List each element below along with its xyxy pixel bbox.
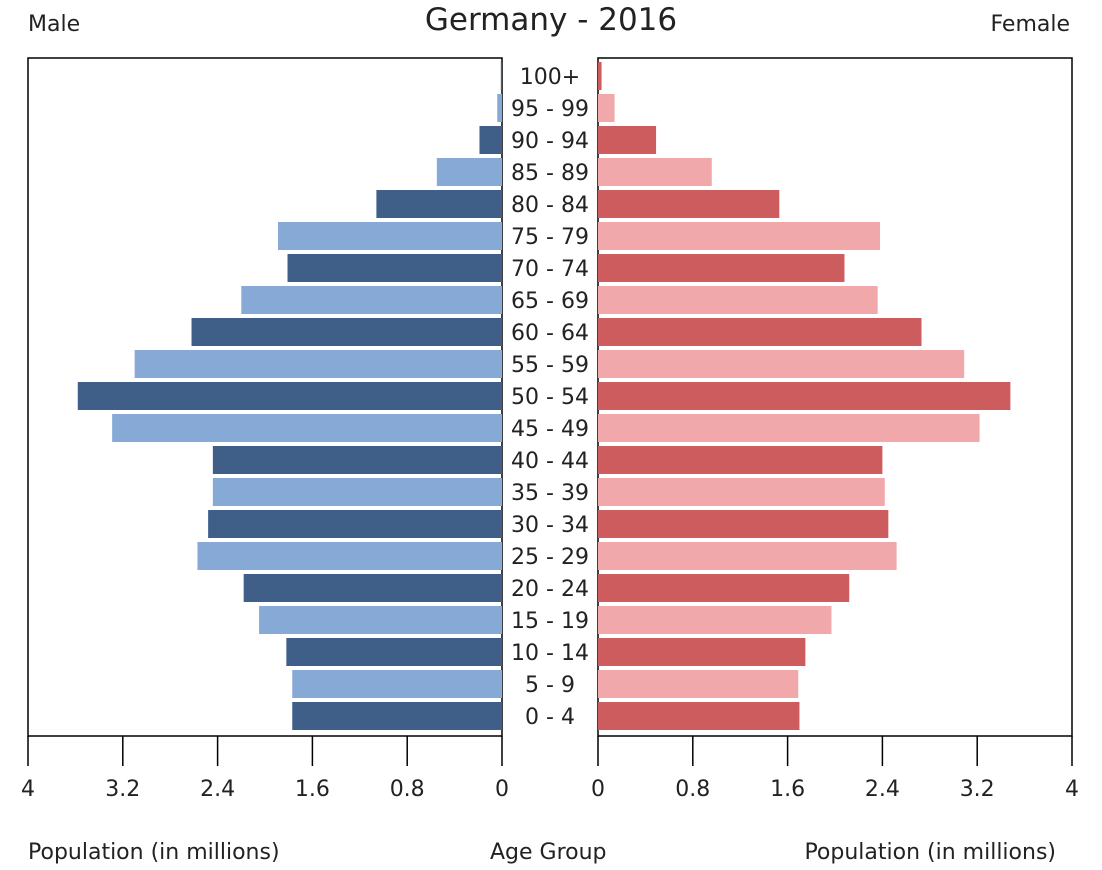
age-group-label: 25 - 29 bbox=[511, 545, 589, 570]
female-bar bbox=[598, 446, 883, 474]
female-tick-label: 3.2 bbox=[960, 777, 995, 802]
female-bar bbox=[598, 158, 712, 186]
female-bar bbox=[598, 606, 832, 634]
age-group-label: 65 - 69 bbox=[511, 289, 589, 314]
male-bar bbox=[197, 542, 502, 570]
male-bar bbox=[77, 382, 503, 410]
male-tick-label: 0 bbox=[495, 777, 509, 802]
female-bar bbox=[598, 222, 881, 250]
female-side-label: Female bbox=[990, 12, 1070, 37]
male-bar bbox=[497, 94, 502, 122]
female-bar bbox=[598, 382, 1011, 410]
female-bar bbox=[598, 574, 850, 602]
female-bar bbox=[598, 478, 885, 506]
male-bar bbox=[212, 478, 503, 506]
male-bar bbox=[259, 606, 502, 634]
male-tick-label: 1.6 bbox=[295, 777, 330, 802]
female-bar bbox=[598, 126, 657, 154]
age-group-label: 20 - 24 bbox=[511, 577, 589, 602]
female-bar bbox=[598, 318, 922, 346]
age-group-label: 85 - 89 bbox=[511, 161, 589, 186]
female-bar bbox=[598, 350, 965, 378]
age-group-label: 100+ bbox=[520, 65, 580, 90]
male-bar bbox=[134, 350, 502, 378]
age-group-label: 60 - 64 bbox=[511, 321, 589, 346]
male-bar bbox=[191, 318, 502, 346]
chart-title: Germany - 2016 bbox=[424, 2, 678, 38]
male-tick-label: 3.2 bbox=[105, 777, 140, 802]
male-bar bbox=[278, 222, 502, 250]
female-bar bbox=[598, 702, 800, 730]
female-bar bbox=[598, 414, 980, 442]
age-group-axis-label: Age Group bbox=[490, 840, 607, 865]
age-group-label: 45 - 49 bbox=[511, 417, 589, 442]
male-bar bbox=[286, 638, 502, 666]
age-group-label: 0 - 4 bbox=[525, 705, 575, 730]
female-tick-label: 0 bbox=[591, 777, 605, 802]
male-tick-label: 2.4 bbox=[200, 777, 235, 802]
x-axis-label-male: Population (in millions) bbox=[28, 840, 280, 865]
age-group-label: 50 - 54 bbox=[511, 385, 589, 410]
male-bar bbox=[479, 126, 502, 154]
female-bar bbox=[598, 542, 897, 570]
female-bar bbox=[598, 62, 602, 90]
male-bar bbox=[436, 158, 502, 186]
female-bar bbox=[598, 286, 878, 314]
male-bar bbox=[243, 574, 503, 602]
age-group-label: 10 - 14 bbox=[511, 641, 589, 666]
female-bar bbox=[598, 94, 615, 122]
x-axis-label-female: Population (in millions) bbox=[804, 840, 1056, 865]
male-bar bbox=[287, 254, 502, 282]
female-tick-label: 2.4 bbox=[865, 777, 900, 802]
age-group-label: 35 - 39 bbox=[511, 481, 589, 506]
male-bar bbox=[292, 670, 502, 698]
age-group-label: 15 - 19 bbox=[511, 609, 589, 634]
male-bar bbox=[500, 62, 502, 90]
age-group-label: 70 - 74 bbox=[511, 257, 589, 282]
male-tick-label: 0.8 bbox=[390, 777, 425, 802]
female-bar bbox=[598, 638, 806, 666]
age-group-label: 90 - 94 bbox=[511, 129, 589, 154]
age-group-label: 30 - 34 bbox=[511, 513, 589, 538]
population-pyramid-chart: 100+ 95 - 99 90 - 94 85 - 89 80 - 84 75 - 79 7… bbox=[21, 57, 1079, 802]
age-group-label: 40 - 44 bbox=[511, 449, 589, 474]
female-tick-label: 0.8 bbox=[675, 777, 710, 802]
female-bar bbox=[598, 670, 799, 698]
male-bar bbox=[208, 510, 502, 538]
age-group-label: 5 - 9 bbox=[525, 673, 575, 698]
age-group-label: 75 - 79 bbox=[511, 225, 589, 250]
male-bar bbox=[241, 286, 503, 314]
age-group-label: 95 - 99 bbox=[511, 97, 589, 122]
male-bar bbox=[212, 446, 503, 474]
male-bar bbox=[292, 702, 502, 730]
male-side-label: Male bbox=[28, 12, 81, 37]
age-group-label: 80 - 84 bbox=[511, 193, 589, 218]
age-group-label: 55 - 59 bbox=[511, 353, 589, 378]
male-bar bbox=[112, 414, 502, 442]
female-bar bbox=[598, 254, 845, 282]
female-bar bbox=[598, 190, 780, 218]
male-tick-label: 4 bbox=[21, 777, 35, 802]
male-bar bbox=[376, 190, 502, 218]
female-tick-label: 4 bbox=[1065, 777, 1079, 802]
female-tick-label: 1.6 bbox=[770, 777, 805, 802]
female-bar bbox=[598, 510, 889, 538]
